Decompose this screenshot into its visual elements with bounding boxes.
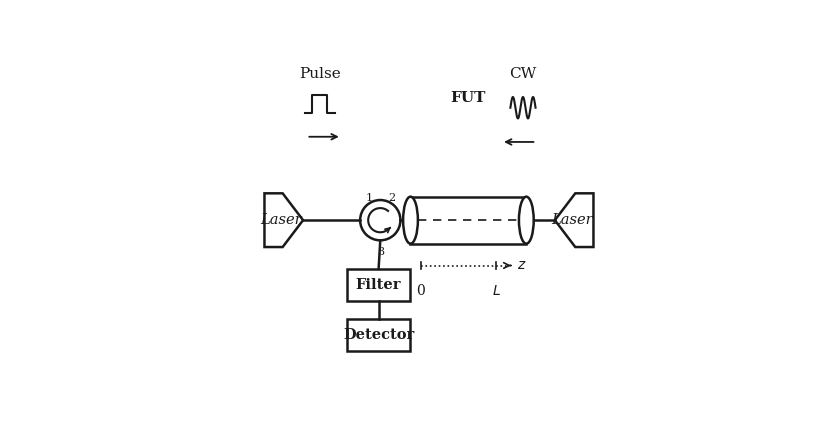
- Ellipse shape: [518, 197, 533, 244]
- Text: 3: 3: [376, 247, 384, 257]
- Polygon shape: [264, 193, 303, 247]
- Polygon shape: [554, 193, 593, 247]
- Bar: [410, 197, 526, 244]
- Text: CW: CW: [509, 68, 536, 82]
- Text: Laser: Laser: [260, 213, 302, 227]
- Ellipse shape: [403, 197, 417, 244]
- Text: $z$: $z$: [517, 258, 526, 272]
- Text: 0: 0: [415, 284, 425, 298]
- Text: Filter: Filter: [355, 278, 401, 292]
- Text: Pulse: Pulse: [298, 68, 340, 82]
- Text: Laser: Laser: [550, 213, 592, 227]
- Bar: [346, 269, 410, 301]
- Text: $L$: $L$: [491, 284, 500, 298]
- Text: Detector: Detector: [343, 328, 414, 342]
- Bar: [346, 319, 410, 351]
- Text: 2: 2: [388, 193, 395, 203]
- Text: FUT: FUT: [449, 91, 485, 105]
- Text: 1: 1: [365, 193, 372, 203]
